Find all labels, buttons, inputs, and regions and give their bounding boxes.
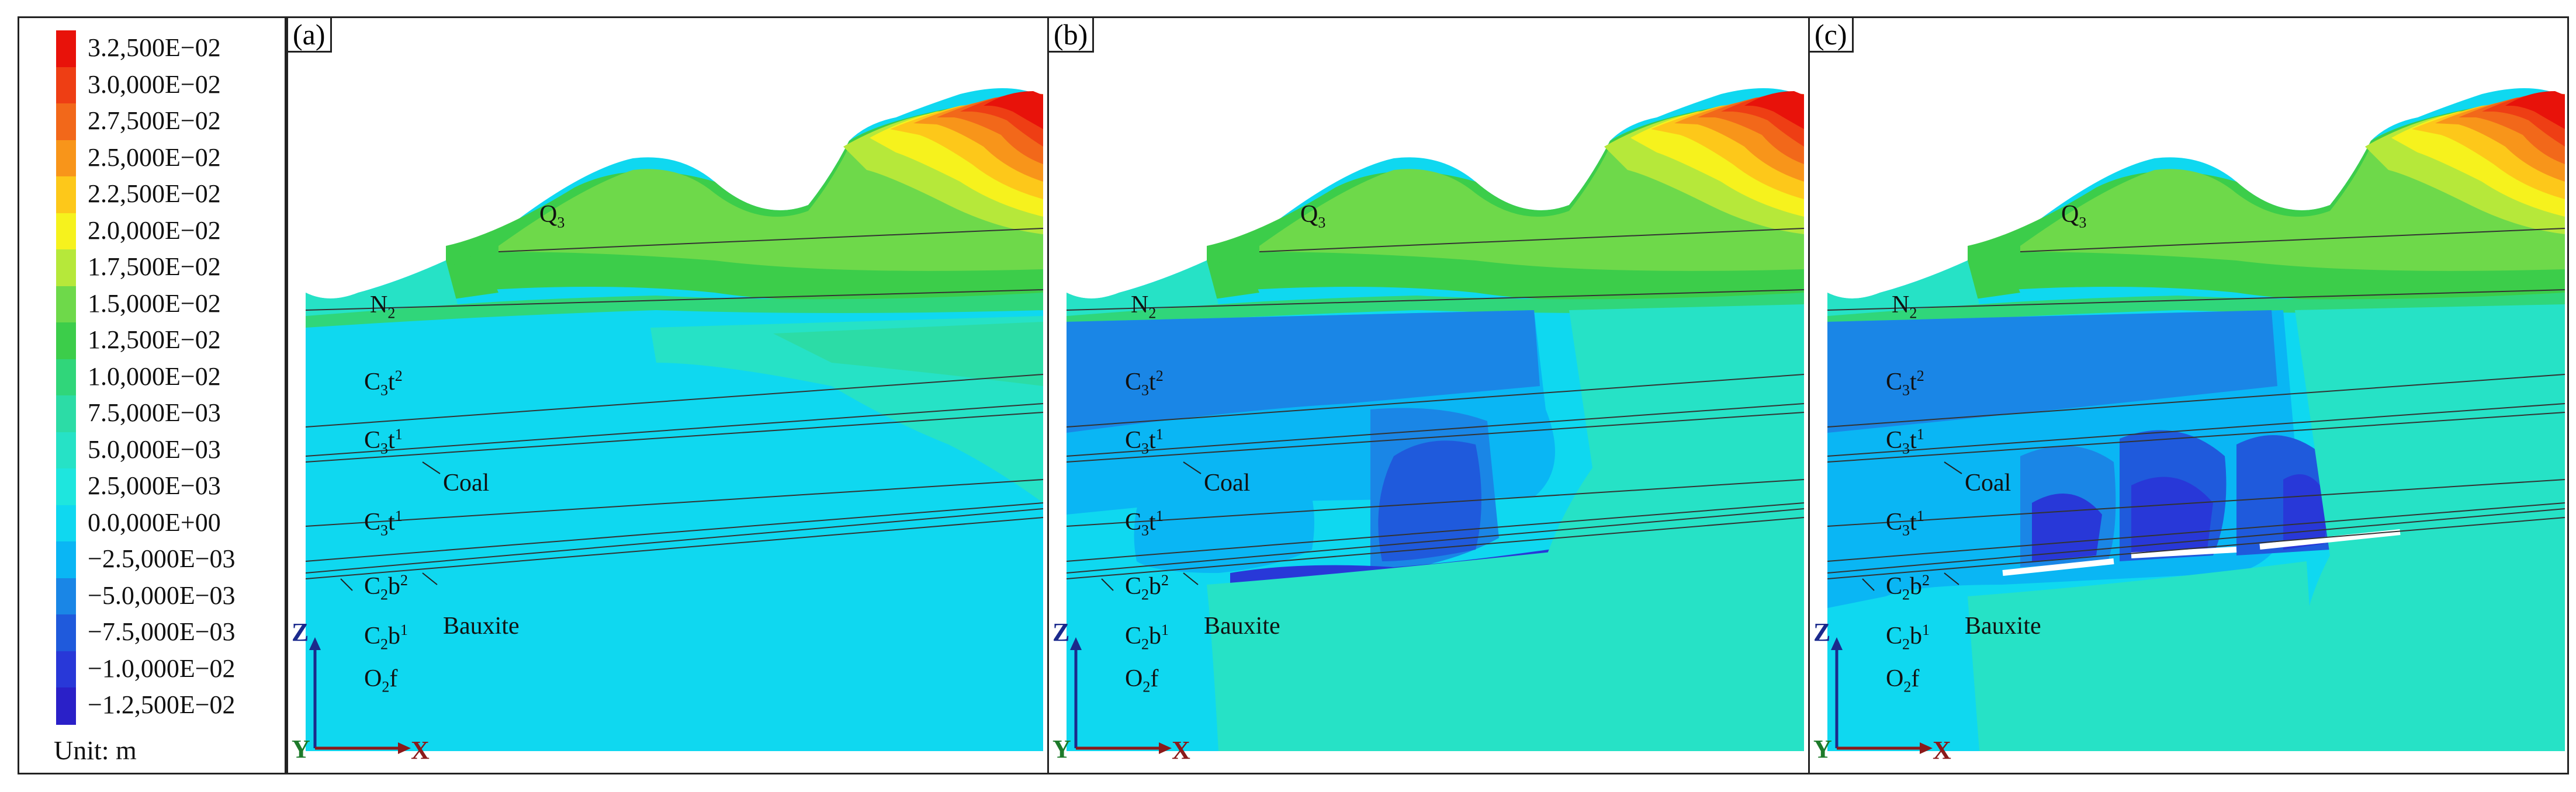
legend-label: 1.0,000E−02 [88,362,221,391]
panel-a: (a) Q3 N2 C3t2 C3t1 Coal C3t1 C2b2 Bauxite C2b1 O2… [286,16,1049,774]
legend-swatch [56,249,76,287]
axis-label-y: Y [1052,735,1071,763]
legend-swatch [56,322,76,360]
axis-label-x: X [1933,736,1951,765]
stratum-label-c3t1a: C3t1 [364,426,403,457]
axis-label-y: Y [292,735,310,763]
stratum-label-q3: Q3 [2061,201,2087,231]
legend-label: 1.7,500E−02 [88,252,221,281]
legend-label: 3.2,500E−02 [88,33,221,62]
legend-label: −5.0,000E−03 [88,581,236,610]
legend-label: 2.0,000E−02 [88,216,221,245]
panel-tag: (c) [1808,16,1854,53]
displacement-contour-model [306,88,1044,754]
stratum-label-coal: Coal [443,470,490,496]
stratum-label-c2b1: C2b1 [364,621,408,653]
legend-label: −2.5,000E−03 [88,544,236,573]
legend-unit-label: Unit: m [54,735,137,765]
legend-label: 1.2,500E−02 [88,325,221,354]
stratum-label-bauxite: Bauxite [1965,613,2041,640]
stratum-label-n2: N2 [1892,291,1917,322]
stratum-label-c2b1: C2b1 [1886,621,1930,653]
axis-label-y: Y [1813,735,1832,763]
stratum-label-c3t1b: C3t1 [364,508,403,539]
stratum-label-o2f: O2f [364,665,398,696]
panel-tag: (b) [1047,16,1095,53]
legend-swatch [56,687,76,725]
axis-label-z: Z [1052,618,1070,647]
legend-swatch [56,176,76,214]
legend-swatch [56,286,76,323]
panel-b: (b) Q3 N2 C3t2 C3t1 Coal C3t1 C2b2 Bauxite C2b1 O2… [1047,16,1810,774]
panel-tag: (a) [286,16,332,53]
axis-label-z: Z [292,618,309,647]
legend-label: −1.0,000E−02 [88,654,236,683]
axis-label-x: X [411,736,430,765]
legend-label: 2.5,000E−03 [88,471,221,500]
legend-swatch [56,395,76,433]
stratum-label-c3t1a: C3t1 [1125,426,1164,457]
stratum-label-n2: N2 [370,291,396,322]
legend-swatch [56,614,76,652]
legend-label: −1.2,500E−02 [88,690,236,719]
stratum-label-o2f: O2f [1125,665,1159,696]
stratum-label-bauxite: Bauxite [1204,613,1280,640]
stratum-label-c3t1b: C3t1 [1125,508,1164,539]
legend-swatch [56,103,76,141]
legend-label: 7.5,000E−03 [88,398,221,427]
legend-label: 2.2,500E−02 [88,179,221,208]
legend-swatch [56,359,76,396]
stratum-label-bauxite: Bauxite [443,613,520,640]
legend-swatch [56,67,76,104]
axis-label-x: X [1172,736,1190,765]
legend-label: 2.5,000E−02 [88,143,221,172]
stratum-label-c3t1b: C3t1 [1886,508,1924,539]
stratum-label-o2f: O2f [1886,665,1920,696]
stratum-label-q3: Q3 [1300,201,1326,231]
displacement-contour-model [1827,88,2565,754]
axis-label-z: Z [1813,618,1831,647]
stratum-label-c2b2: C2b2 [364,572,408,603]
stratum-label-c3t2: C3t2 [1886,367,1924,399]
legend-swatch [56,468,76,506]
legend-label: 2.7,500E−02 [88,106,221,135]
stratum-label-n2: N2 [1131,291,1157,322]
stratum-label-c2b2: C2b2 [1886,572,1930,603]
legend-swatch [56,651,76,688]
legend-swatch [56,505,76,542]
stratum-label-coal: Coal [1204,470,1251,496]
legend-label: 0.0,000E+00 [88,508,221,537]
stratum-label-c2b1: C2b1 [1125,621,1169,653]
stratum-label-c3t2: C3t2 [1125,367,1164,399]
legend-label: 1.5,000E−02 [88,289,221,318]
stratum-label-coal: Coal [1965,470,2011,496]
stratum-label-c3t2: C3t2 [364,367,403,399]
legend-label: −7.5,000E−03 [88,617,236,646]
legend-frame [18,16,286,774]
panel-c: (c) Q3 N2 C3t2 C3t1 Coal C3t1 C2b2 Bauxite C2b1 O2… [1808,16,2569,774]
displacement-contour-model [1067,88,1805,754]
legend-swatch [56,140,76,177]
legend-swatch [56,578,76,615]
legend-label: 3.0,000E−02 [88,70,221,99]
legend-swatch [56,30,76,68]
legend-swatch [56,213,76,250]
stratum-label-c3t1a: C3t1 [1886,426,1924,457]
legend-swatch [56,541,76,579]
legend-swatch [56,432,76,469]
stratum-label-c2b2: C2b2 [1125,572,1169,603]
stratum-label-q3: Q3 [539,201,565,231]
legend-label: 5.0,000E−03 [88,435,221,464]
